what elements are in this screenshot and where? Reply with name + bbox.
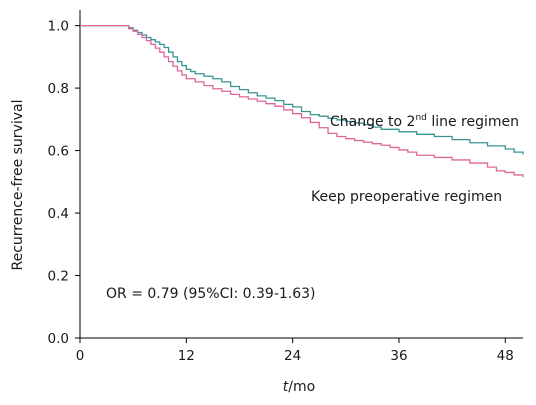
series-line-keep-regimen [80,24,524,178]
x-tick-label: 24 [284,348,301,364]
y-axis-label: Recurrence-free survival [10,100,26,271]
legend-change-regimen: Change to 2nd line regimen [330,113,519,130]
x-axis-label-italic: t [283,379,289,395]
y-tick-label: 0.2 [48,269,69,285]
series-layer [80,24,524,178]
or-annotation: OR = 0.79 (95%CI: 0.39-1.63) [106,286,316,302]
legend-change-regimen-post: line regimen [427,114,519,130]
y-tick-label: 0.0 [48,331,69,347]
x-axis-label: t/mo [283,379,315,395]
legend-change-regimen-pre: Change to 2 [330,114,415,130]
legend-change-regimen-sup: nd [415,113,426,123]
y-tick-label: 0.8 [48,81,69,97]
x-axis-label-unit: /mo [288,379,315,395]
legend-keep-regimen: Keep preoperative regimen [311,189,502,205]
x-tick-label: 0 [76,348,85,364]
y-tick-label: 1.0 [48,19,69,35]
x-tick-label: 48 [497,348,514,364]
x-tick-label: 36 [390,348,407,364]
x-tick-label: 12 [178,348,195,364]
series-line-change-regimen [80,24,524,155]
y-tick-label: 0.6 [48,144,69,160]
y-tick-label: 0.4 [48,206,69,222]
axes: 0.0 0.2 0.4 0.6 0.8 1.0 0 12 24 36 48 [48,10,523,364]
